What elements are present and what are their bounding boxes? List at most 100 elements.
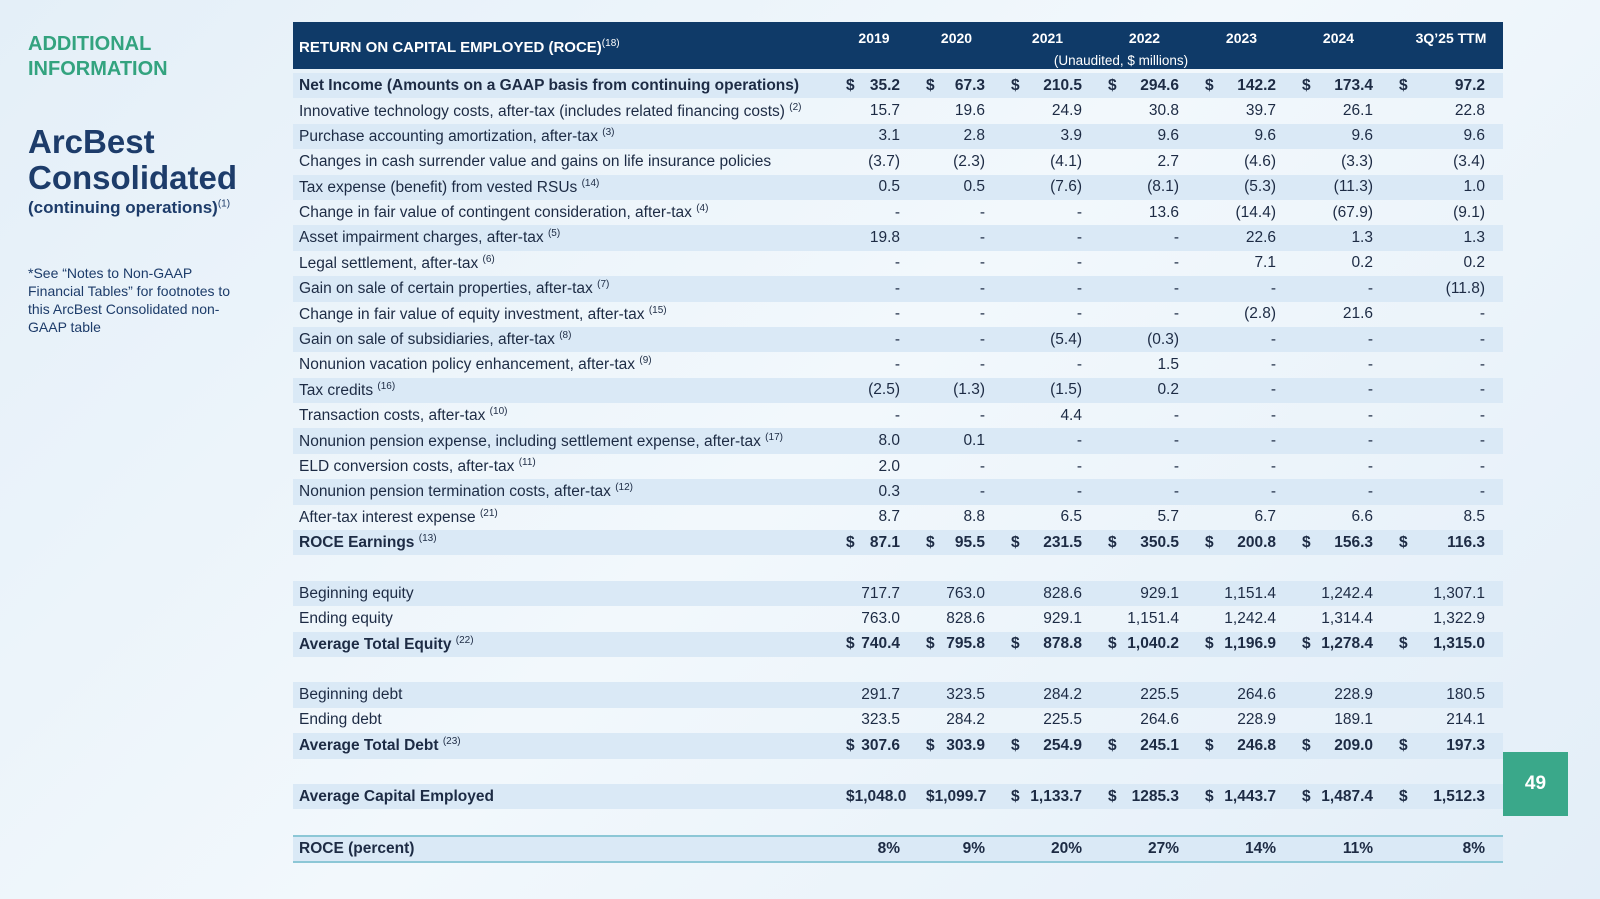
label-text: Beginning equity: [299, 584, 414, 602]
value: -: [979, 482, 985, 500]
value: 0.3: [878, 482, 900, 500]
footnote-ref: (10): [489, 406, 508, 418]
value: -: [979, 330, 985, 348]
value: -: [979, 457, 985, 475]
value: 294.6: [1140, 76, 1179, 94]
table-row: Purchase accounting amortization, after-…: [293, 123, 1503, 150]
value: 1,048.0: [854, 787, 907, 805]
currency: $: [1399, 76, 1408, 94]
cell: $303.9: [918, 737, 1003, 755]
row-label: Nonunion pension termination costs, afte…: [293, 482, 838, 501]
value: 254.9: [1043, 736, 1082, 754]
cell: -: [1294, 280, 1391, 298]
value: 2.8: [963, 127, 985, 145]
footnote-ref: (3): [602, 126, 615, 138]
row-label: Purchase accounting amortization, after-…: [293, 127, 838, 146]
table-row: Innovative technology costs, after-tax (…: [293, 98, 1503, 123]
value: (4.6): [1244, 152, 1276, 170]
value: -: [1173, 254, 1179, 272]
column-header: 2024: [1322, 30, 1355, 46]
cell: $1,487.4: [1294, 788, 1391, 806]
label-text: Average Total Debt: [299, 737, 439, 755]
column-header: 2022: [1128, 30, 1161, 46]
cell: 225.5: [1003, 711, 1100, 729]
heading: ADDITIONAL INFORMATION: [28, 33, 168, 80]
cell: 24.9: [1003, 102, 1100, 120]
column-header: 2020: [940, 30, 973, 46]
value: 14%: [1244, 839, 1276, 857]
cell: 22.6: [1197, 229, 1294, 247]
label-text: Nonunion pension expense, including sett…: [299, 432, 761, 450]
value: -: [1367, 432, 1373, 450]
cell: -: [1100, 229, 1197, 247]
cell: -: [918, 483, 1003, 501]
currency: $: [926, 533, 935, 551]
cell: $156.3: [1294, 534, 1391, 552]
value: 67.3: [954, 76, 985, 94]
value: 246.8: [1237, 736, 1276, 754]
currency: $: [1205, 736, 1214, 754]
currency: $: [1108, 76, 1117, 94]
value: 1,242.4: [1321, 584, 1373, 602]
footnote-ref: (12): [615, 482, 634, 494]
cell: (1.5): [1003, 381, 1100, 399]
table-row: Transaction costs, after-tax (10) - - 4.4 - -…: [293, 403, 1503, 428]
cell: $246.8: [1197, 737, 1294, 755]
row-label: Average Total Debt (23): [293, 736, 838, 755]
subtitle-text: (continuing operations): [28, 198, 218, 217]
cell: -: [838, 280, 918, 298]
cell: $97.2: [1391, 77, 1503, 95]
cell: $35.2: [838, 77, 918, 95]
value: 1,099.7: [934, 787, 987, 805]
cell: 9.6: [1100, 127, 1197, 145]
cell: -: [1391, 407, 1503, 425]
value: 9%: [962, 839, 985, 857]
cell: $795.8: [918, 635, 1003, 653]
page-number: 49: [1503, 752, 1568, 816]
currency: $: [1205, 533, 1214, 551]
value: 8%: [877, 839, 900, 857]
cell: (5.3): [1197, 178, 1294, 196]
currency: $: [926, 787, 935, 805]
cell: $173.4: [1294, 77, 1391, 95]
cell: (0.3): [1100, 331, 1197, 349]
table-row: Tax expense (benefit) from vested RSUs (…: [293, 174, 1503, 200]
cell: -: [1003, 432, 1100, 450]
cell: 929.1: [1003, 610, 1100, 628]
value: 1,512.3: [1433, 787, 1485, 805]
value: 3.1: [878, 127, 900, 145]
cell: (14.4): [1197, 204, 1294, 222]
value: -: [1270, 432, 1276, 450]
value: 740.4: [861, 635, 900, 653]
footnote-ref: (22): [455, 634, 474, 646]
row-label: ROCE (percent): [293, 840, 838, 858]
value: 35.2: [869, 76, 900, 94]
value: 173.4: [1334, 76, 1373, 94]
currency: $: [926, 736, 935, 754]
currency: $: [1399, 787, 1408, 805]
value: -: [894, 203, 900, 221]
currency: $: [1011, 635, 1020, 653]
value: 1,151.4: [1224, 584, 1276, 602]
cell: 19.8: [838, 229, 918, 247]
cell: (5.4): [1003, 331, 1100, 349]
currency: $: [1302, 635, 1311, 653]
value: 1,278.4: [1321, 635, 1373, 653]
value: -: [1076, 457, 1082, 475]
value: 323.5: [946, 686, 985, 704]
value: (2.8): [1244, 305, 1276, 323]
value: 97.2: [1454, 76, 1485, 94]
cell: -: [1197, 331, 1294, 349]
value: -: [1173, 229, 1179, 247]
cell: (4.6): [1197, 153, 1294, 171]
value: -: [1479, 305, 1485, 323]
value: -: [1479, 355, 1485, 373]
cell: -: [1391, 305, 1503, 323]
value: 22.8: [1454, 102, 1485, 120]
cell: (3.4): [1391, 153, 1503, 171]
value: 24.9: [1051, 102, 1082, 120]
cell: $307.6: [838, 737, 918, 755]
cell: -: [918, 458, 1003, 476]
value: -: [1076, 229, 1082, 247]
row-label: Change in fair value of contingent consi…: [293, 203, 838, 222]
